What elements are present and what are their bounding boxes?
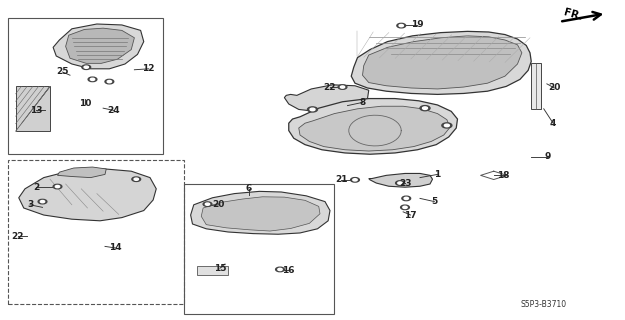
Circle shape (401, 205, 409, 210)
Text: 21: 21 (335, 175, 348, 184)
Circle shape (105, 79, 114, 84)
Polygon shape (351, 31, 531, 94)
Text: 12: 12 (142, 64, 155, 73)
Text: FR.: FR. (562, 7, 584, 22)
Text: 18: 18 (497, 171, 509, 180)
Circle shape (56, 185, 60, 188)
Text: 17: 17 (404, 211, 417, 220)
Text: 14: 14 (109, 244, 122, 252)
Circle shape (442, 123, 452, 128)
Circle shape (82, 65, 91, 69)
Polygon shape (66, 28, 134, 63)
Text: 23: 23 (399, 179, 411, 188)
Polygon shape (369, 173, 432, 187)
Circle shape (276, 267, 284, 272)
Polygon shape (284, 85, 369, 111)
Text: 1: 1 (434, 170, 441, 179)
Circle shape (107, 80, 112, 83)
Text: 19: 19 (411, 20, 423, 29)
Circle shape (397, 23, 406, 28)
Circle shape (398, 182, 402, 184)
Polygon shape (16, 86, 50, 131)
Text: 13: 13 (30, 106, 42, 115)
Circle shape (308, 107, 318, 112)
Text: 5: 5 (431, 197, 437, 206)
Polygon shape (362, 36, 522, 89)
Circle shape (420, 106, 430, 111)
Circle shape (351, 178, 359, 182)
Polygon shape (53, 24, 144, 69)
Polygon shape (289, 99, 458, 154)
Circle shape (134, 178, 139, 180)
Circle shape (91, 78, 95, 81)
Text: 8: 8 (359, 98, 366, 107)
Polygon shape (197, 266, 228, 275)
Text: 10: 10 (79, 100, 91, 108)
Circle shape (205, 203, 210, 205)
Bar (8, 18, 162, 154)
Circle shape (84, 66, 89, 68)
Polygon shape (201, 197, 320, 231)
Circle shape (278, 268, 282, 270)
Circle shape (403, 206, 408, 209)
Polygon shape (299, 106, 450, 151)
Circle shape (40, 200, 45, 203)
Bar (8, 160, 184, 304)
Text: 3: 3 (27, 200, 33, 209)
Text: 15: 15 (214, 264, 226, 273)
Text: 24: 24 (107, 106, 120, 115)
Circle shape (422, 107, 428, 109)
Text: 25: 25 (56, 68, 69, 76)
Circle shape (310, 108, 315, 111)
Text: 4: 4 (550, 119, 556, 128)
Bar (184, 184, 334, 314)
Text: 16: 16 (282, 266, 295, 275)
Circle shape (88, 77, 97, 82)
Text: 22: 22 (324, 83, 336, 92)
Polygon shape (531, 63, 541, 109)
Circle shape (38, 199, 47, 204)
Polygon shape (19, 169, 156, 221)
Text: 2: 2 (33, 183, 39, 192)
Circle shape (53, 184, 62, 189)
Text: S5P3-B3710: S5P3-B3710 (521, 300, 567, 309)
Text: 20: 20 (548, 84, 561, 92)
Circle shape (396, 181, 404, 185)
Circle shape (338, 85, 347, 89)
Circle shape (402, 196, 411, 201)
Circle shape (203, 202, 212, 206)
Text: 6: 6 (246, 184, 252, 193)
Polygon shape (58, 167, 106, 178)
Text: 22: 22 (11, 232, 24, 241)
Text: 9: 9 (545, 152, 551, 161)
Circle shape (352, 179, 357, 181)
Text: 20: 20 (213, 200, 225, 209)
Polygon shape (191, 191, 330, 234)
Circle shape (444, 124, 449, 127)
Circle shape (132, 177, 141, 181)
Circle shape (340, 86, 345, 88)
Circle shape (399, 24, 404, 27)
Circle shape (404, 197, 409, 200)
